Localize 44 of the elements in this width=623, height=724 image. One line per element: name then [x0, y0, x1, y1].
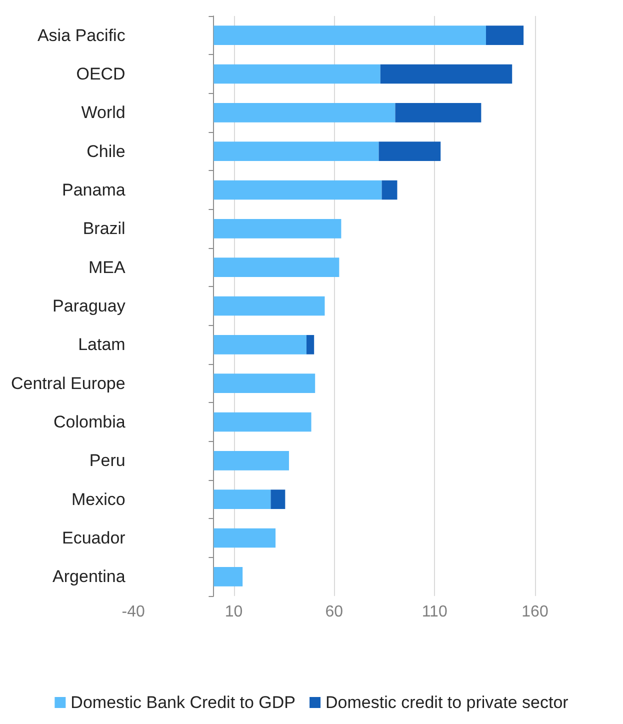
- bar: [486, 26, 524, 45]
- y-tick-label: Paraguay: [52, 296, 126, 316]
- bar: [214, 180, 382, 200]
- bar: [395, 103, 482, 122]
- y-tick-label: OECD: [76, 64, 126, 84]
- bar: [214, 490, 271, 509]
- y-tick-label: Peru: [89, 451, 126, 470]
- x-tick-label: 160: [522, 604, 548, 620]
- y-tick-label: Brazil: [82, 219, 126, 238]
- bar: [214, 567, 243, 586]
- bar: [214, 142, 379, 161]
- y-tick-label: Mexico: [71, 490, 126, 509]
- bar: [214, 451, 289, 470]
- bar: [214, 374, 316, 393]
- bar: [214, 296, 325, 316]
- y-tick-label: Ecuador: [62, 528, 126, 548]
- bar: [214, 412, 312, 432]
- bar: [214, 103, 396, 122]
- bar: [214, 64, 380, 84]
- bar: [380, 64, 512, 84]
- bar: [306, 335, 314, 354]
- y-tick-label: MEA: [88, 258, 126, 277]
- bar: [378, 142, 441, 161]
- y-tick-label: Latam: [78, 335, 126, 354]
- y-tick-label: Central Europe: [11, 374, 126, 393]
- y-tick-label: Asia Pacific: [37, 26, 126, 45]
- bar: [214, 528, 276, 548]
- x-tick-label: 60: [325, 604, 344, 620]
- legend-label: Domestic Bank Credit to GDP: [70, 693, 296, 712]
- legend-label: Domestic credit to private sector: [326, 693, 569, 712]
- x-tick-label: 10: [224, 604, 243, 620]
- y-tick-label: World: [81, 103, 126, 122]
- bar: [270, 490, 286, 509]
- bar: [214, 258, 340, 277]
- y-tick-label: Panama: [62, 180, 126, 200]
- bar: [214, 26, 486, 45]
- bar: [214, 219, 342, 238]
- y-tick-label: Colombia: [54, 412, 126, 432]
- y-tick-label: Chile: [86, 142, 126, 161]
- y-tick-label: Argentina: [52, 567, 126, 586]
- x-tick-label: 110: [422, 604, 448, 620]
- x-tick-label: -40: [122, 604, 146, 620]
- bar: [214, 335, 306, 354]
- bar: [382, 180, 398, 200]
